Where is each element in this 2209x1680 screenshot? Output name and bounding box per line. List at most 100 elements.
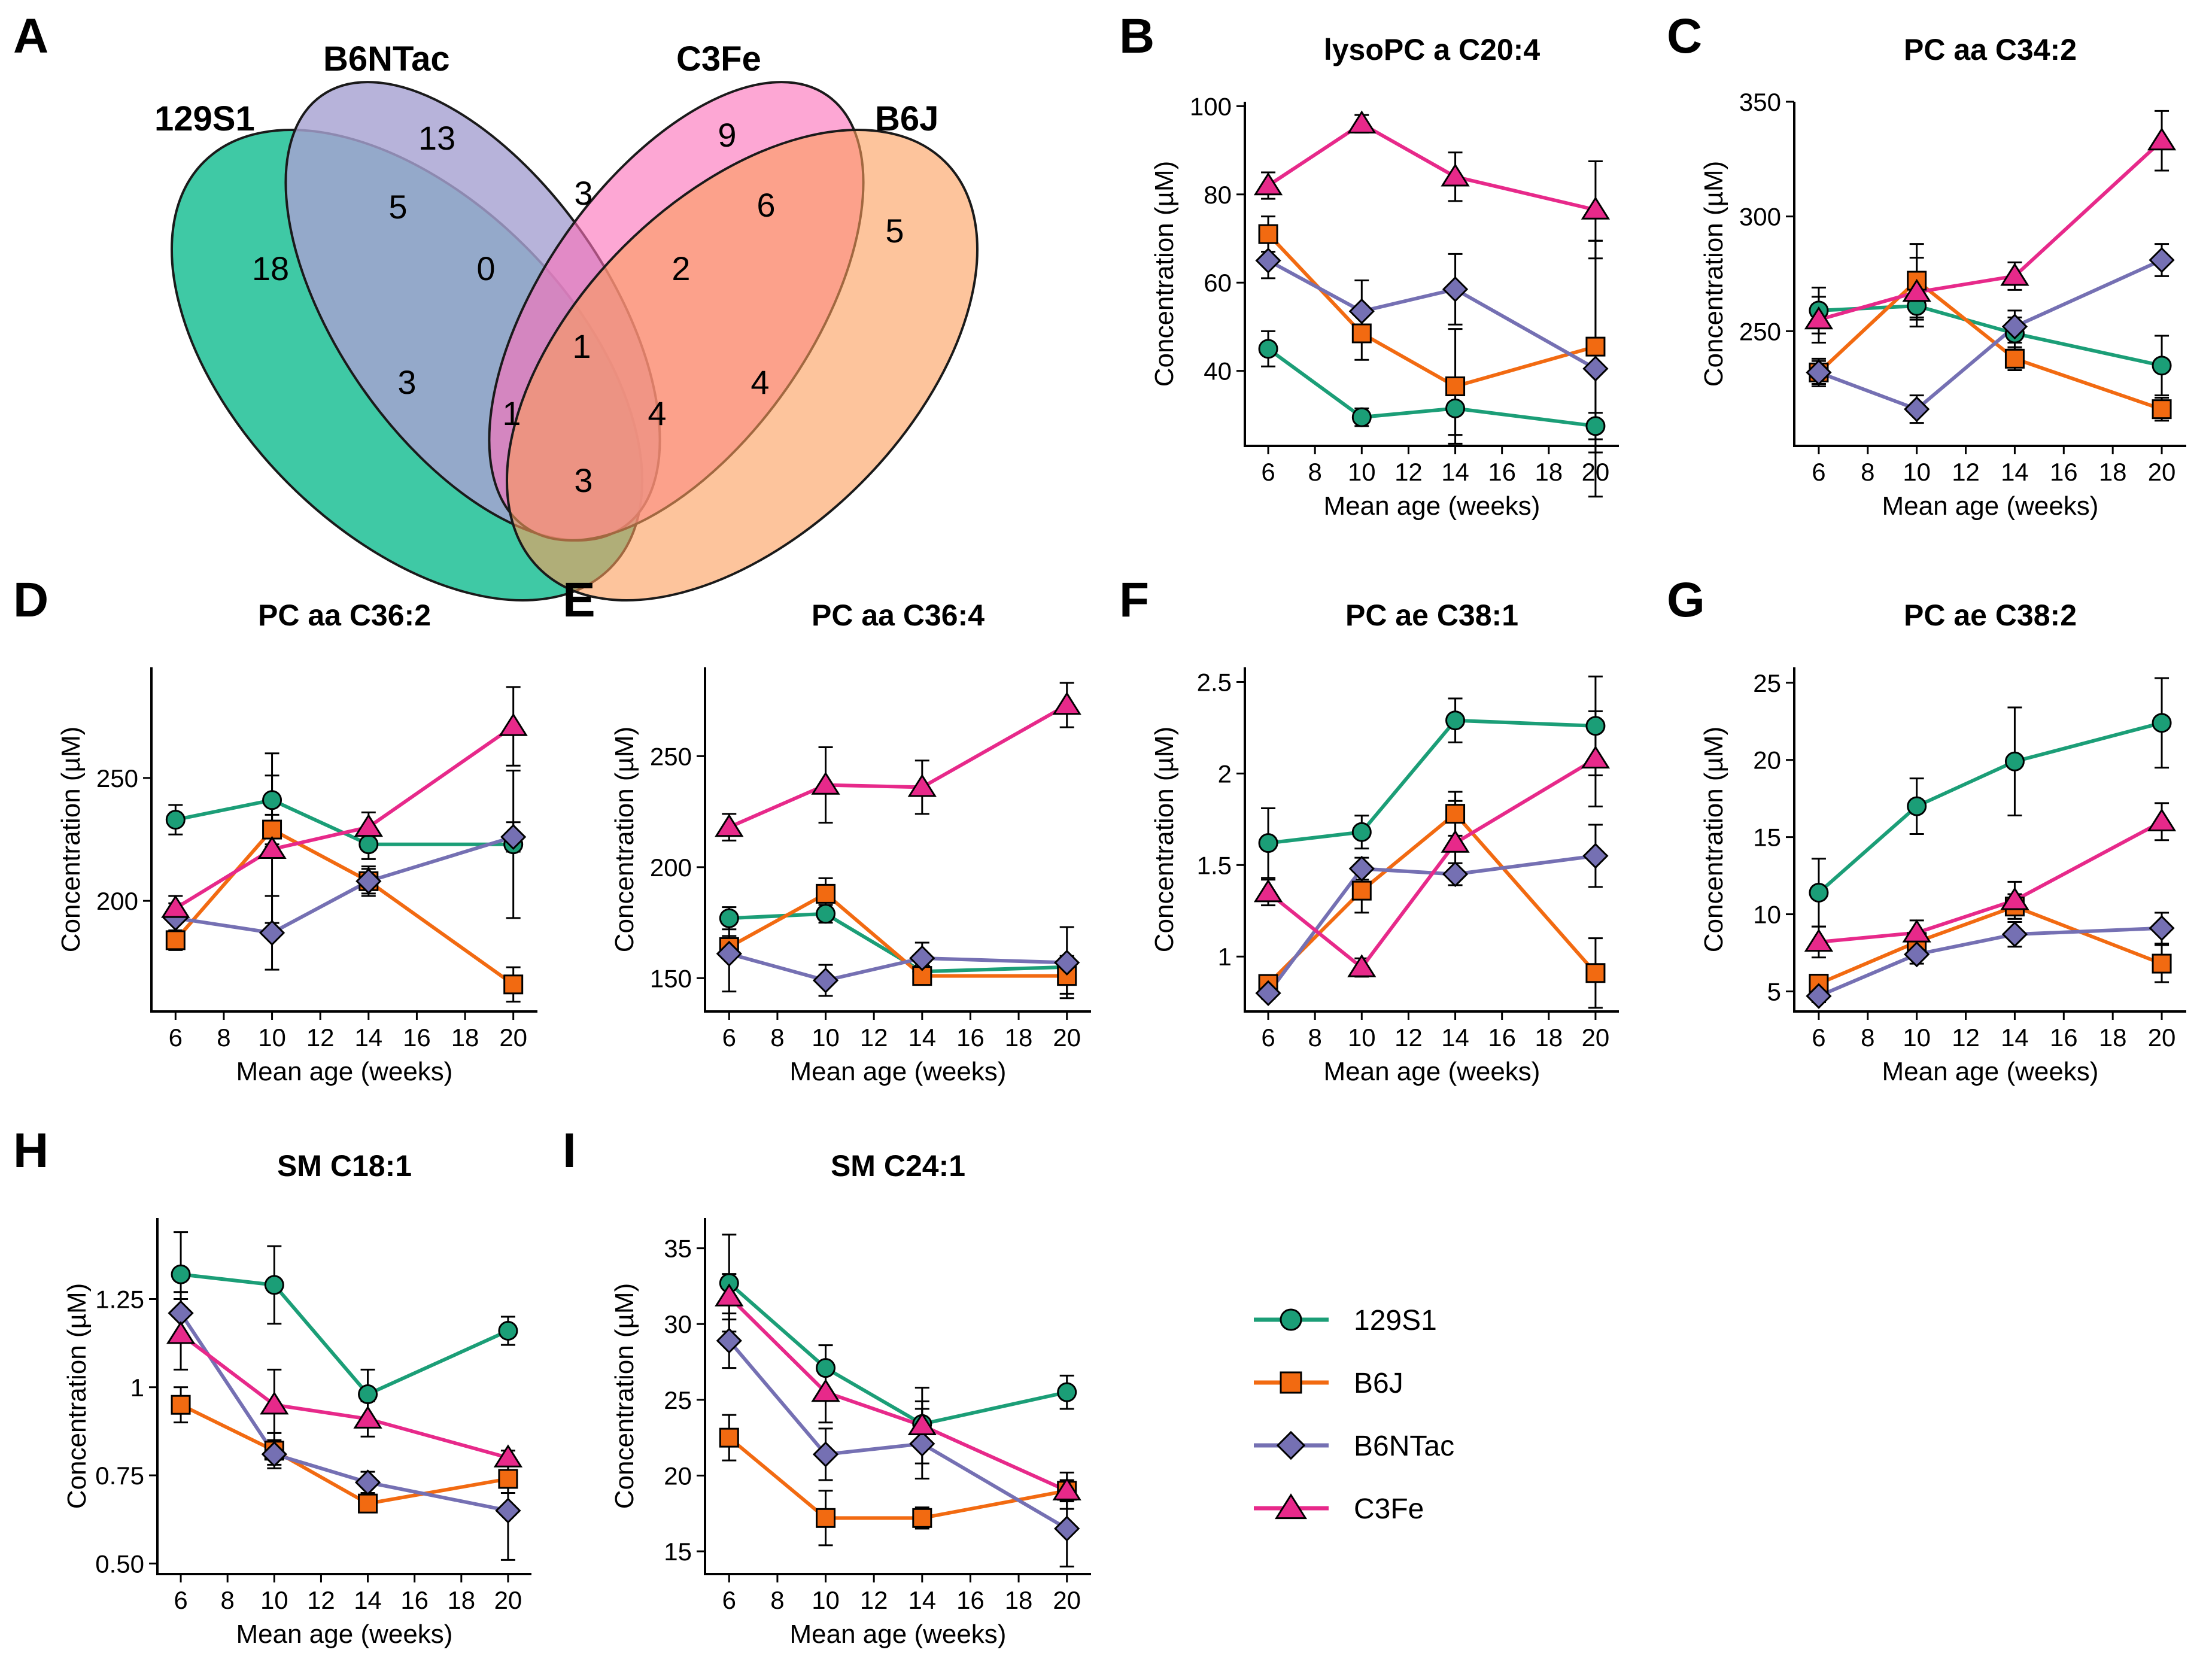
data-point-triangle bbox=[811, 1378, 840, 1402]
data-point-diamond bbox=[2149, 247, 2175, 274]
y-tick-label: 5 bbox=[1767, 977, 1781, 1005]
panel-c: C PC aa C34:2 6 8 10 12 14 16 18 20 250 300 350 Mean … bbox=[1667, 9, 2186, 521]
series-line-b6ntac bbox=[728, 1339, 1068, 1530]
data-point-diamond bbox=[1348, 855, 1375, 882]
venn-count: 3 bbox=[397, 363, 416, 401]
x-tick-label: 8 bbox=[1308, 458, 1322, 486]
data-point-triangle bbox=[907, 774, 937, 797]
y-axis-label: Concentration (µM) bbox=[1699, 727, 1728, 952]
series-line-129s1 bbox=[1817, 721, 2162, 894]
x-tick-label: 10 bbox=[258, 1023, 286, 1052]
x-tick-label: 14 bbox=[2001, 1023, 2029, 1052]
venn-count: 5 bbox=[388, 188, 407, 226]
data-point-triangle bbox=[499, 713, 528, 736]
x-tick-label: 16 bbox=[2050, 1023, 2078, 1052]
data-point-triangle bbox=[1804, 928, 1834, 952]
y-axis-label: Concentration (µM) bbox=[1150, 161, 1179, 387]
panel-label: B bbox=[1119, 9, 1154, 63]
x-tick-label: 10 bbox=[1903, 1023, 1931, 1052]
series-line-129s1 bbox=[1267, 347, 1596, 428]
data-point-triangle bbox=[2000, 887, 2029, 910]
data-point-triangle bbox=[1052, 691, 1081, 715]
panel-i: I SM C24:1 6 8 10 12 14 16 18 20 15 20 25 30 35 Mean ag… bbox=[563, 1123, 1091, 1649]
y-tick-label: 25 bbox=[1753, 669, 1781, 697]
series-line-b6j bbox=[1817, 279, 2163, 411]
x-tick-label: 8 bbox=[217, 1023, 230, 1052]
x-tick-label: 10 bbox=[812, 1023, 840, 1052]
x-tick-label: 10 bbox=[260, 1586, 288, 1614]
x-tick-label: 16 bbox=[1488, 1023, 1516, 1052]
y-tick-label: 1 bbox=[130, 1374, 144, 1402]
y-tick-label: 1 bbox=[1218, 943, 1232, 971]
data-point-triangle bbox=[907, 1412, 937, 1435]
venn-count: 4 bbox=[648, 394, 666, 432]
panel-f: F PC ae C38:1 6 8 10 12 14 16 18 20 1 1.5 2 2.5 Mean a… bbox=[1119, 573, 1619, 1086]
data-point-diamond bbox=[1582, 843, 1609, 869]
x-tick-label: 8 bbox=[221, 1586, 235, 1614]
data-point-square bbox=[1585, 336, 1606, 357]
venn-set-label: B6NTac bbox=[323, 40, 450, 78]
y-tick-label: 80 bbox=[1204, 181, 1232, 209]
series-line-b6ntac bbox=[175, 835, 514, 935]
panel-label: H bbox=[13, 1123, 48, 1178]
panel-g: G PC ae C38:2 6 8 10 12 14 16 18 20 5 10 15 20 25 Mean … bbox=[1667, 573, 2186, 1086]
data-point-triangle bbox=[1902, 919, 1931, 943]
data-point-circle bbox=[816, 904, 836, 924]
data-point-triangle bbox=[353, 1405, 382, 1429]
data-point-diamond bbox=[909, 945, 935, 971]
x-tick-label: 6 bbox=[1812, 458, 1825, 486]
venn-count: 1 bbox=[502, 394, 521, 432]
series-line-b6j bbox=[1818, 904, 2163, 986]
y-tick-label: 2 bbox=[1218, 760, 1232, 788]
chart-title: lysoPC a C20:4 bbox=[1324, 33, 1540, 66]
panel-label: C bbox=[1667, 9, 1702, 63]
y-tick-label: 40 bbox=[1204, 357, 1232, 385]
venn-set-label: 129S1 bbox=[154, 99, 255, 138]
x-tick-label: 18 bbox=[1535, 1023, 1563, 1052]
series-line-b6ntac bbox=[1818, 258, 2163, 411]
data-point-diamond bbox=[716, 1327, 742, 1354]
x-tick-label: 12 bbox=[860, 1023, 888, 1052]
x-tick-label: 20 bbox=[1053, 1586, 1081, 1614]
data-point-diamond bbox=[500, 824, 527, 850]
x-tick-label: 10 bbox=[1903, 458, 1931, 486]
chart-title: SM C18:1 bbox=[277, 1149, 412, 1183]
y-tick-label: 20 bbox=[1753, 746, 1781, 774]
data-point-circle bbox=[1585, 716, 1606, 736]
data-point-triangle bbox=[1052, 1477, 1081, 1500]
panel-label: E bbox=[563, 573, 595, 627]
y-tick-label: 200 bbox=[650, 853, 692, 882]
y-axis-label: Concentration (µM) bbox=[610, 727, 639, 952]
y-tick-label: 15 bbox=[664, 1538, 692, 1566]
y-tick-label: 0.50 bbox=[95, 1550, 144, 1578]
data-point-diamond bbox=[2001, 921, 2028, 947]
x-tick-label: 8 bbox=[1861, 1023, 1874, 1052]
data-point-circle bbox=[262, 790, 282, 810]
data-point-circle bbox=[1585, 416, 1606, 436]
series-line-b6j bbox=[174, 828, 515, 986]
x-tick-label: 8 bbox=[1861, 458, 1874, 486]
data-point-circle bbox=[1351, 822, 1372, 842]
y-tick-label: 35 bbox=[664, 1235, 692, 1263]
panel-h: H SM C18:1 6 8 10 12 14 16 18 20 0.50 0.75 1 1.25 Mean… bbox=[13, 1123, 531, 1649]
chart-title: PC ae C38:1 bbox=[1345, 599, 1518, 632]
x-tick-label: 18 bbox=[451, 1023, 479, 1052]
data-point-square bbox=[165, 930, 186, 950]
data-point-diamond bbox=[1054, 1515, 1080, 1542]
data-point-diamond bbox=[1904, 941, 1930, 968]
series-line-c3fe bbox=[180, 1333, 509, 1460]
x-tick-label: 12 bbox=[1394, 458, 1423, 486]
x-tick-label: 10 bbox=[1348, 1023, 1376, 1052]
series-line-c3fe bbox=[1267, 121, 1596, 212]
series-line-b6ntac bbox=[1818, 926, 2162, 998]
data-point-diamond bbox=[1582, 356, 1609, 382]
x-tick-label: 16 bbox=[1488, 458, 1516, 486]
x-tick-label: 16 bbox=[400, 1586, 429, 1614]
chart-title: PC aa C36:2 bbox=[258, 599, 431, 632]
data-point-triangle bbox=[1902, 278, 1931, 302]
venn-set-label: C3Fe bbox=[676, 40, 761, 78]
y-tick-label: 20 bbox=[664, 1462, 692, 1490]
x-tick-label: 6 bbox=[1812, 1023, 1825, 1052]
y-tick-label: 30 bbox=[664, 1310, 692, 1338]
data-point-square bbox=[503, 974, 524, 995]
